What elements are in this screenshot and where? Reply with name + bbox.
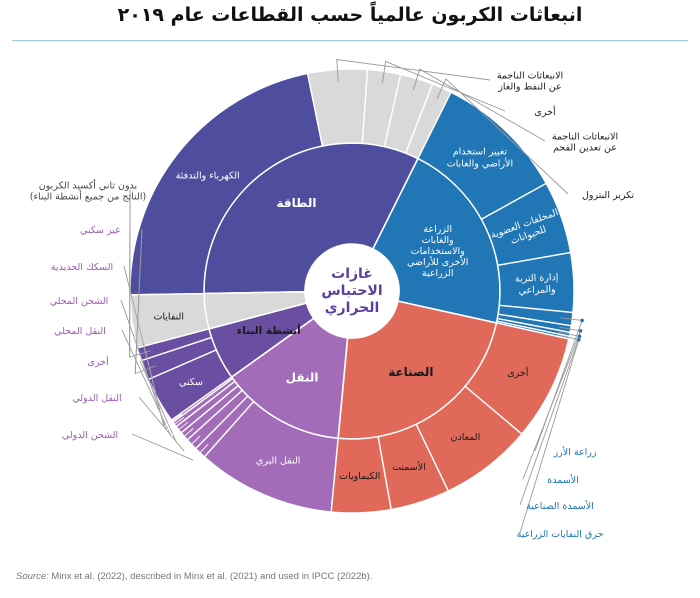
leader-line-3: [412, 68, 546, 142]
outer-label-4: تكرير البترول: [582, 190, 634, 201]
leader-ext-19: [139, 360, 178, 444]
outer-label-13: المعادن: [451, 432, 481, 443]
outer-label-23: سكني: [179, 377, 203, 388]
outer-label-18: النقل الدولي: [72, 393, 121, 404]
inner-label-transport: النقل: [286, 371, 319, 385]
outer-label-14: الأسمنت: [392, 461, 426, 473]
leader-ext-24: [134, 228, 143, 374]
outer-label-22: السكك الحديدية: [51, 262, 113, 273]
outer-label-20: النقل المحلي: [54, 326, 106, 337]
inner-label-afolu: الزراعة والغابات والاستخدامات الأخرى للأراض…: [407, 224, 468, 279]
outer-label-16: النقل البري: [256, 456, 301, 467]
outer-label-0: الكهرباء والتدفئة: [176, 170, 240, 181]
sunburst-chart: غازات الاحتباس الحراري الطاقة الزراعة والغابا…: [30, 58, 634, 540]
leader-dot-8: [580, 318, 584, 323]
outer-label-24: غير سكني: [80, 225, 120, 236]
chart-title: انبعاثات الكربون عالمياً حسب القطاعات عا…: [117, 4, 583, 26]
leader-ext-17: [131, 433, 194, 461]
outer-label-15: الكيماويات: [339, 471, 380, 482]
title-divider: [12, 40, 688, 41]
outer-label-2: أخرى: [534, 105, 556, 118]
center-label: غازات الاحتباس الحراري: [321, 266, 382, 317]
inner-label-energy: الطاقة: [277, 196, 317, 210]
center-hole: [306, 245, 398, 337]
outer-label-1: الانبعاثات الناجمة عن النفط والغاز: [497, 71, 563, 93]
leader-line-1: [336, 58, 491, 82]
inner-label-buildings: أنشطة البناء: [237, 323, 301, 337]
leader-ext-22: [123, 265, 165, 428]
outer-label-7: إدارة التربةوالمراعي: [515, 272, 560, 297]
outer-label-5: تغيير استخدام الأراضي والغابات: [447, 146, 513, 169]
leader-dot-11: [577, 337, 581, 342]
leader-dot-10: [577, 334, 582, 339]
outer-label-25: بدون ثاني أكسيد الكربون (الناتج من جميع أ…: [30, 179, 146, 203]
outer-wedge-26: [129, 292, 210, 349]
leader-ext-21: [120, 299, 167, 431]
leader-dot-9: [578, 329, 583, 333]
leader-line-4: [436, 78, 569, 195]
outer-label-9: الأسمدة: [547, 474, 578, 486]
source-label: Source:: [16, 571, 49, 582]
outer-label-8: زراعة الأرز: [553, 446, 597, 458]
outer-label-10: الأسمدة الصناعية: [526, 500, 594, 512]
outer-label-26: النفايات: [153, 311, 184, 322]
outer-label-12: أخرى: [507, 366, 529, 379]
leader-line-2: [381, 60, 506, 112]
outer-label-21: الشحن المحلي: [50, 296, 109, 307]
outer-label-11: حرق النفايات الزراعية: [517, 529, 604, 540]
inner-label-industry: الصناعة: [388, 365, 433, 379]
outer-label-3: الانبعاثات الناجمة عن تعدين الفحم: [552, 132, 618, 154]
outer-label-19: أخرى: [87, 355, 109, 368]
outer-label-17: الشحن الدولي: [62, 430, 118, 441]
source-note: Source: Minx et al. (2022), described in…: [16, 571, 372, 582]
source-text: Minx et al. (2022), described in Minx et…: [51, 571, 373, 582]
